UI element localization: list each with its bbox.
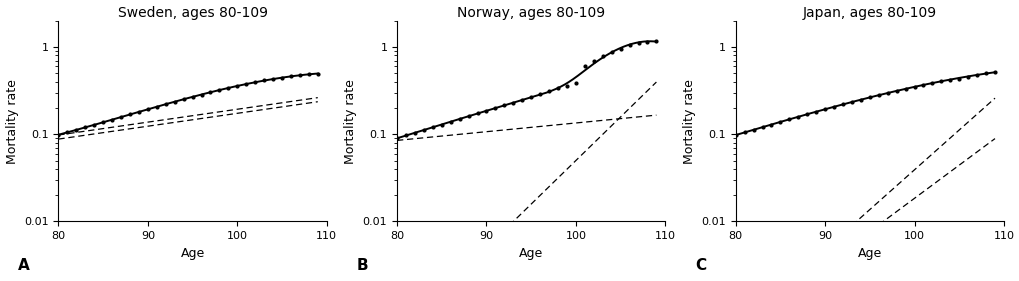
Title: Sweden, ages 80-109: Sweden, ages 80-109 — [117, 6, 267, 20]
Text: B: B — [357, 258, 368, 273]
Y-axis label: Mortality rate: Mortality rate — [343, 79, 357, 164]
Y-axis label: Mortality rate: Mortality rate — [5, 79, 18, 164]
Title: Norway, ages 80-109: Norway, ages 80-109 — [457, 6, 604, 20]
Text: A: A — [18, 258, 30, 273]
X-axis label: Age: Age — [857, 247, 881, 260]
Y-axis label: Mortality rate: Mortality rate — [682, 79, 695, 164]
X-axis label: Age: Age — [519, 247, 543, 260]
Text: C: C — [695, 258, 706, 273]
X-axis label: Age: Age — [180, 247, 205, 260]
Title: Japan, ages 80-109: Japan, ages 80-109 — [802, 6, 936, 20]
